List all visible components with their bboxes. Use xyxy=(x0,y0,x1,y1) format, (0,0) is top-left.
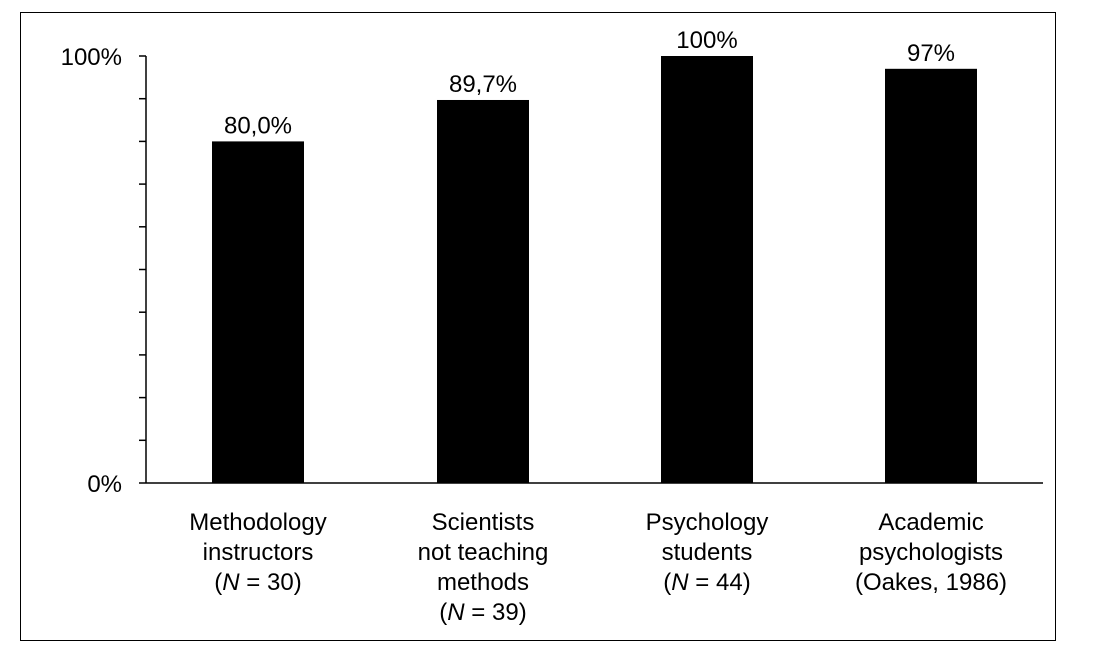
category-label-line: (Oakes, 1986) xyxy=(854,569,1008,596)
data-label: 80,0% xyxy=(224,112,292,139)
category-label-line: Scientists xyxy=(431,509,535,536)
bar xyxy=(437,99,529,483)
y-tick-label: 0% xyxy=(87,471,122,498)
data-label: 89,7% xyxy=(449,71,517,98)
data-label: 97% xyxy=(907,40,955,67)
bar xyxy=(212,141,304,483)
category-label-line: methods xyxy=(436,569,530,596)
category-label: Psychology students (N = 44) xyxy=(597,508,817,598)
category-label-line: students xyxy=(661,539,753,566)
category-label-line: instructors xyxy=(202,539,314,566)
bar-chart: 0% 100% 80,0% 89,7% 100% 97% xyxy=(61,27,1043,498)
category-label: Methodology instructors (N = 30) xyxy=(148,508,368,598)
category-label-line: Psychology xyxy=(645,509,769,536)
category-label-line: not teaching xyxy=(417,539,549,566)
bar xyxy=(661,56,753,483)
category-label-line: Methodology xyxy=(189,509,327,536)
category-label-line: (N = 39) xyxy=(439,599,527,626)
bar xyxy=(885,68,977,483)
category-label: Scientists not teaching methods (N = 39) xyxy=(373,508,593,628)
data-label: 100% xyxy=(676,27,737,54)
category-label-line: psychologists xyxy=(858,539,1004,566)
chart-frame: 0% 100% 80,0% 89,7% 100% 97% Methodology instr… xyxy=(20,12,1056,641)
category-label: Academic psychologists (Oakes, 1986) xyxy=(821,508,1041,598)
y-tick-label: 100% xyxy=(61,44,122,71)
category-label-line: Academic xyxy=(878,509,984,536)
category-label-line: (N = 44) xyxy=(663,569,751,596)
category-label-line: (N = 30) xyxy=(214,569,302,596)
